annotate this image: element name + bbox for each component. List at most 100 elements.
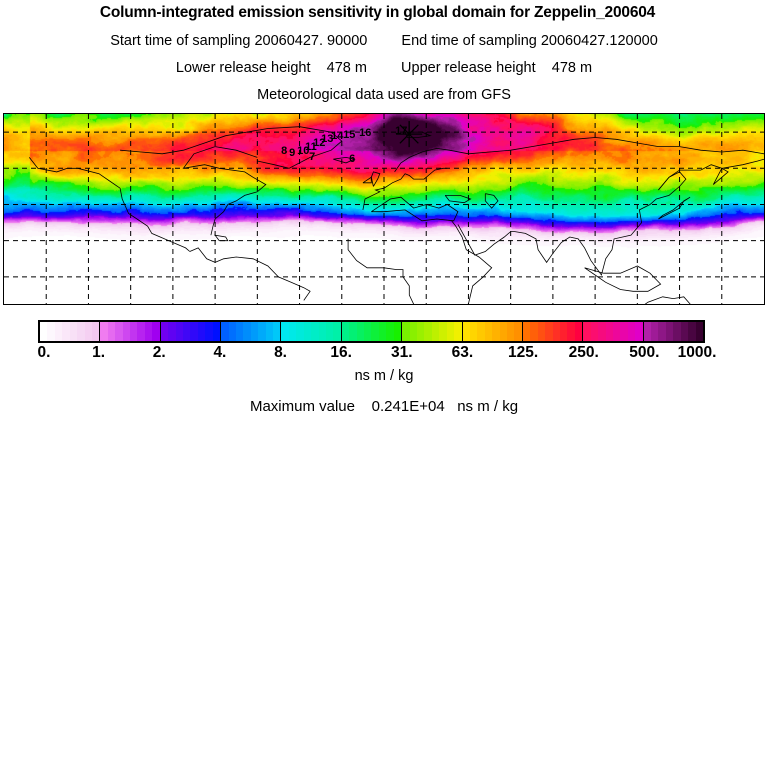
colorbar-step	[40, 322, 48, 341]
colorbar-step	[552, 322, 560, 341]
svg-text:16: 16	[359, 127, 371, 139]
svg-text:9: 9	[289, 147, 295, 159]
colorbar-step	[250, 322, 259, 341]
svg-text:8: 8	[281, 145, 287, 157]
maximum-value-number: 0.241E+04	[371, 398, 445, 415]
colorbar-step	[273, 322, 281, 341]
colorbar-step	[598, 322, 606, 341]
colorbar-step	[311, 322, 319, 341]
colorbar-step	[318, 322, 326, 341]
colorbar-step	[62, 322, 70, 341]
colorbar-step	[122, 322, 131, 341]
colorbar-step	[605, 322, 613, 341]
colorbar-step	[567, 322, 575, 341]
colorbar-band-7	[462, 322, 523, 341]
colorbar-band-2	[160, 322, 222, 341]
svg-text:11: 11	[305, 141, 317, 153]
maximum-value-line: Maximum value 0.241E+04 ns m / kg	[0, 398, 768, 415]
svg-text:12: 12	[313, 137, 325, 149]
colorbar-step	[296, 322, 304, 341]
colorbar-tick-8: 125.	[507, 344, 539, 361]
colorbar-tick-2: 2.	[152, 344, 166, 361]
colorbar-step	[265, 322, 274, 341]
colorbar-step	[228, 322, 236, 341]
colorbar-step	[107, 322, 116, 341]
end-time-label: End time of sampling	[401, 33, 537, 49]
colorbar-step	[514, 322, 522, 341]
colorbar-tick-0: 0.	[37, 344, 51, 361]
svg-text:14: 14	[331, 130, 344, 142]
colorbar-step	[221, 322, 229, 341]
start-time-value: 20060427. 90000	[254, 33, 368, 49]
colorbar-step	[492, 322, 500, 341]
colorbar-step	[115, 322, 123, 341]
svg-text:17: 17	[395, 125, 407, 137]
colorbar-step	[454, 322, 462, 341]
release-height-line: Lower release height 478 m Upper release…	[0, 60, 768, 76]
map-panel: 17 16 15 14 13 12 11 10 9 8 7 6	[3, 113, 765, 305]
colorbar-step	[620, 322, 628, 341]
colorbar-step	[144, 322, 153, 341]
colorbar-step	[258, 322, 266, 341]
colorbar-step	[439, 322, 447, 341]
colorbar-step	[393, 322, 402, 341]
colorbar-band-1	[100, 322, 161, 341]
colorbar-step	[499, 322, 508, 341]
colorbar-step	[160, 322, 169, 341]
colorbar-step	[469, 322, 478, 341]
lat-lon-gridlines	[4, 114, 764, 304]
colorbar-step	[168, 322, 176, 341]
colorbar-step	[47, 322, 55, 341]
colorbar-tick-7: 63.	[451, 344, 474, 361]
colorbar-step	[688, 322, 696, 341]
colorbar-step	[84, 322, 92, 341]
maximum-value-label: Maximum value	[249, 398, 355, 415]
colorbar-step	[100, 322, 108, 341]
colorbar-step	[378, 322, 387, 341]
colorbar-band-4	[281, 322, 342, 341]
colorbar-tick-6: 31.	[391, 344, 413, 361]
colorbar-step	[364, 322, 372, 341]
colorbar-step	[77, 322, 85, 341]
upper-release-height-value: 478 m	[551, 60, 593, 76]
svg-text:6: 6	[349, 153, 355, 165]
colorbar-step	[695, 322, 703, 341]
colorbar-step	[182, 322, 191, 341]
colorbar-step	[446, 322, 455, 341]
met-data-line: Meteorological data used are from GFS	[257, 87, 511, 103]
colorbar-step	[462, 322, 470, 341]
colorbar-step	[281, 322, 289, 341]
lower-release-height-label: Lower release height	[175, 60, 311, 76]
svg-text:7: 7	[309, 151, 315, 163]
colorbar-units-label: ns m / kg	[354, 368, 414, 384]
colorbar-tick-1: 1.	[92, 344, 106, 361]
svg-text:13: 13	[321, 133, 333, 145]
colorbar-step	[507, 322, 515, 341]
colorbar-step	[673, 322, 681, 341]
colorbar-step	[627, 322, 636, 341]
colorbar-step	[643, 322, 652, 341]
svg-text:10: 10	[297, 145, 309, 157]
colorbar-band-10	[643, 322, 703, 341]
colorbar-step	[522, 322, 531, 341]
colorbar-step	[303, 322, 312, 341]
colorbar-step	[477, 322, 485, 341]
colorbar-step	[530, 322, 538, 341]
colorbar-step	[583, 322, 591, 341]
colorbar-step	[130, 322, 138, 341]
colorbar-tick-9: 250.	[568, 344, 599, 361]
colorbar-step	[574, 322, 583, 341]
colorbar-step	[325, 322, 334, 341]
colorbar-step	[349, 322, 357, 341]
colorbar-step	[658, 322, 666, 341]
page-title: Column-integrated emission sensitivity i…	[99, 4, 656, 21]
colorbar-step	[680, 322, 689, 341]
colorbar-step	[484, 322, 493, 341]
colorbar-step	[371, 322, 379, 341]
colorbar-step	[235, 322, 244, 341]
colorbar-step	[537, 322, 546, 341]
colorbar-step	[54, 322, 63, 341]
colorbar-step	[665, 322, 674, 341]
colorbar-step	[91, 322, 100, 341]
